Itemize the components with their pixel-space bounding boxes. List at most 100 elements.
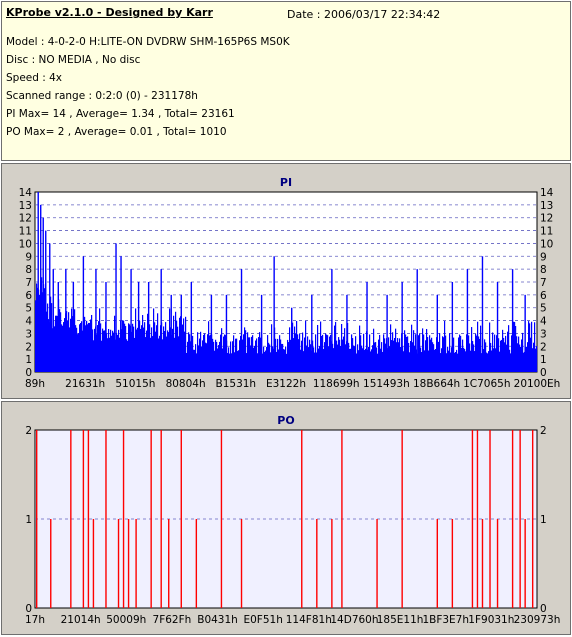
pi-bar [390, 324, 392, 372]
pi-bar [184, 331, 186, 372]
pi-bar [327, 335, 329, 372]
pi-bar [520, 346, 522, 372]
pi-bar [287, 339, 289, 372]
pi-bar [377, 353, 379, 372]
pi-bar [499, 351, 501, 372]
pi-bar [486, 352, 488, 372]
pi-bar [126, 339, 128, 372]
y-tick-label-right: 9 [540, 251, 547, 263]
po-bar [92, 519, 95, 608]
pi-bar [378, 339, 380, 372]
x-tick-label: 1F9031h [468, 614, 514, 626]
po-bar [496, 519, 499, 608]
pi-bar [511, 335, 513, 372]
pi-bar [55, 315, 57, 372]
speed-line: Speed : 4x [6, 72, 63, 84]
pi-bar [496, 335, 498, 372]
pi-bar [237, 351, 239, 372]
pi-bar [313, 347, 315, 372]
pi-bar [515, 325, 517, 372]
pi-bar [225, 294, 228, 372]
pi-bar [257, 353, 259, 372]
pi-bar [200, 331, 202, 372]
pi-bar [510, 353, 512, 372]
pi-bar [381, 342, 383, 372]
pi-bar [120, 256, 122, 372]
po-bar [524, 519, 526, 608]
y-tick-label-left: 5 [25, 303, 32, 315]
pi-bar [335, 321, 337, 372]
pi-bar [228, 347, 230, 372]
pi-bar [49, 243, 51, 372]
pi-bar [371, 349, 373, 372]
pi-bar [179, 317, 181, 372]
pi-bar [264, 351, 266, 372]
pi-bar [524, 294, 526, 372]
y-tick-label-left: 2 [25, 425, 32, 437]
po-bar [240, 519, 243, 608]
pi-bar [345, 344, 347, 372]
pi-bar [310, 344, 312, 372]
pi-bar [522, 332, 524, 372]
pi-bar [513, 321, 515, 372]
pi-bar [273, 256, 275, 372]
pi-bar [431, 337, 433, 372]
pi-bar [236, 338, 238, 372]
pi-bar [210, 294, 213, 372]
pi-bar [201, 346, 203, 372]
pi-bar [104, 330, 106, 372]
pi-bar [272, 346, 274, 372]
pi-bar [395, 328, 397, 372]
pi-bar [361, 345, 363, 372]
pi-bar [508, 325, 510, 372]
pi-bar [391, 340, 393, 372]
pi-bar [122, 320, 124, 372]
x-tick-label: E3122h [266, 378, 306, 390]
pi-bar [51, 303, 53, 372]
pi-bar [329, 336, 331, 372]
po-bar [316, 519, 318, 608]
pi-bar [269, 344, 271, 372]
pi-bar [207, 334, 209, 372]
pi-bar [423, 334, 425, 372]
y-tick-label-left: 1 [25, 514, 32, 526]
pi-bar [341, 324, 343, 372]
pi-bar [239, 340, 241, 372]
po-bar [135, 519, 137, 608]
pi-bar [370, 351, 372, 372]
pi-bar [218, 345, 220, 372]
pi-bar [475, 333, 477, 372]
pi-bar [534, 322, 536, 372]
pi-bar [356, 353, 358, 372]
pi-bar [44, 288, 46, 372]
pi-bar [252, 335, 254, 372]
pi-bar [323, 349, 325, 372]
pi-bar [326, 334, 328, 372]
pi-bar [438, 341, 440, 372]
pi-bar [189, 334, 191, 372]
y-tick-label-right: 12 [540, 213, 553, 225]
po-bar [150, 430, 152, 608]
pi-bar [222, 348, 224, 372]
pi-bar [399, 338, 401, 372]
pi-bar [169, 308, 171, 372]
pi-bar [532, 348, 534, 372]
pi-bar [90, 319, 92, 372]
pi-bar [197, 332, 199, 372]
pi-bar [507, 331, 509, 372]
po-bar [481, 519, 484, 608]
pi-bar [473, 344, 475, 372]
pi-bar [253, 347, 255, 372]
pi-bar [478, 336, 480, 372]
pi-bar [400, 347, 402, 372]
pi-bar [186, 352, 188, 372]
pi-bar [129, 324, 131, 372]
x-tick-label: E0F51h [243, 614, 282, 626]
pi-bar [59, 309, 61, 372]
pi-bar [187, 341, 189, 372]
pi-bar [45, 230, 47, 372]
pi-bar [97, 325, 99, 372]
pi-bar [490, 342, 492, 372]
pi-bar [50, 296, 52, 372]
po-bar [436, 519, 438, 608]
